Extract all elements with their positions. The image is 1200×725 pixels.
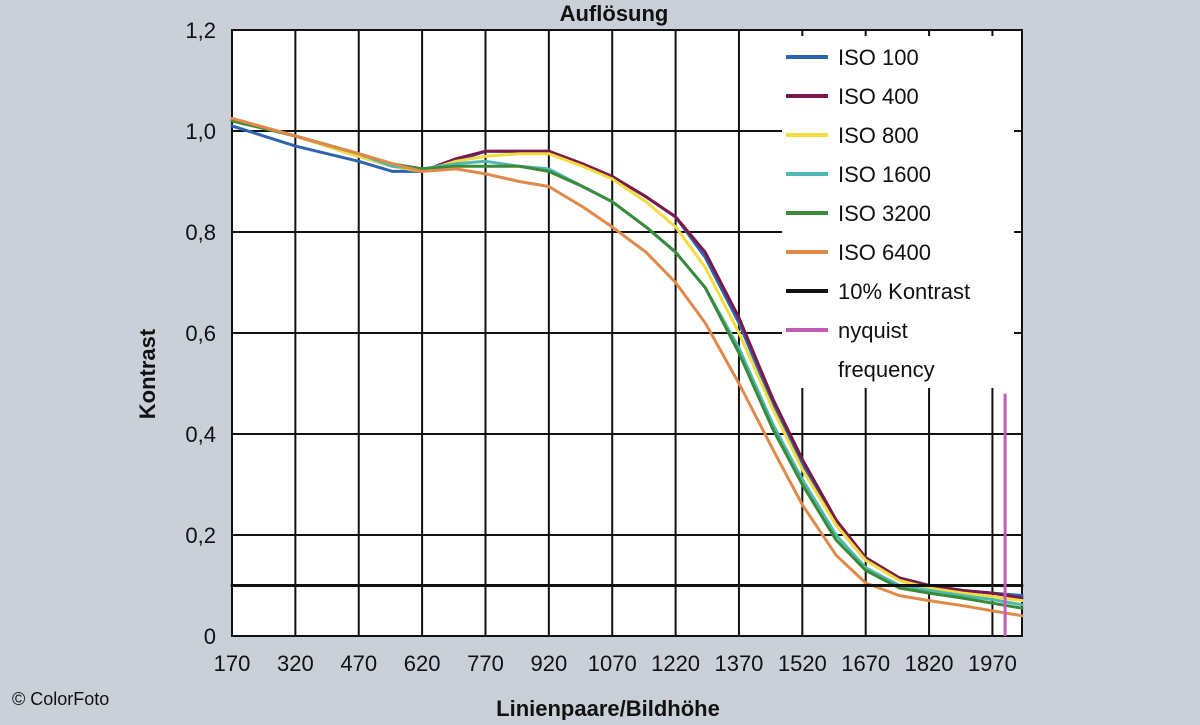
chart-title: Auflösung	[560, 1, 669, 26]
x-tick-label: 920	[530, 651, 567, 676]
x-tick-label: 1220	[651, 651, 700, 676]
legend-label: ISO 400	[838, 84, 919, 109]
x-tick-labels: 170 320 470 620 770 920 1070 1220 1370 1520 1670 18…	[214, 651, 1017, 676]
x-tick-label: 470	[340, 651, 377, 676]
legend-label: ISO 1600	[838, 162, 931, 187]
y-tick-label: 0	[204, 624, 216, 649]
legend-label: frequency	[838, 357, 935, 382]
legend-label: 10% Kontrast	[838, 279, 970, 304]
copyright-notice: © ColorFoto	[12, 689, 109, 709]
x-tick-label: 1970	[968, 651, 1017, 676]
legend-label: ISO 100	[838, 45, 919, 70]
legend-label: ISO 800	[838, 123, 919, 148]
y-tick-label: 0,2	[185, 523, 216, 548]
x-tick-label: 1070	[588, 651, 637, 676]
series-line	[230, 119, 1024, 610]
x-tick-label: 1670	[841, 651, 890, 676]
y-tick-labels: 0 0,2 0,4 0,6 0,8 1,0 1,2	[185, 18, 216, 649]
x-tick-label: 1820	[905, 651, 954, 676]
x-tick-label: 770	[467, 651, 504, 676]
legend-label: ISO 3200	[838, 201, 931, 226]
x-axis-label: Linienpaare/Bildhöhe	[496, 696, 720, 720]
series-layer	[230, 116, 1024, 636]
series-line	[230, 116, 1024, 618]
y-tick-label: 0,4	[185, 422, 216, 447]
y-tick-label: 0,8	[185, 220, 216, 245]
x-tick-label: 320	[277, 651, 314, 676]
x-tick-label: 1520	[778, 651, 827, 676]
x-tick-label: 170	[214, 651, 251, 676]
x-tick-label: 620	[404, 651, 441, 676]
y-tick-label: 1,0	[185, 119, 216, 144]
y-tick-label: 1,2	[185, 18, 216, 43]
x-tick-label: 1370	[714, 651, 763, 676]
y-tick-label: 0,6	[185, 321, 216, 346]
legend: ISO 100 ISO 400 ISO 800 ISO 1600 ISO 3200 ISO…	[782, 36, 1014, 388]
legend-label: ISO 6400	[838, 240, 931, 265]
y-axis-label: Kontrast	[135, 328, 160, 419]
legend-label: nyquist	[838, 318, 908, 343]
